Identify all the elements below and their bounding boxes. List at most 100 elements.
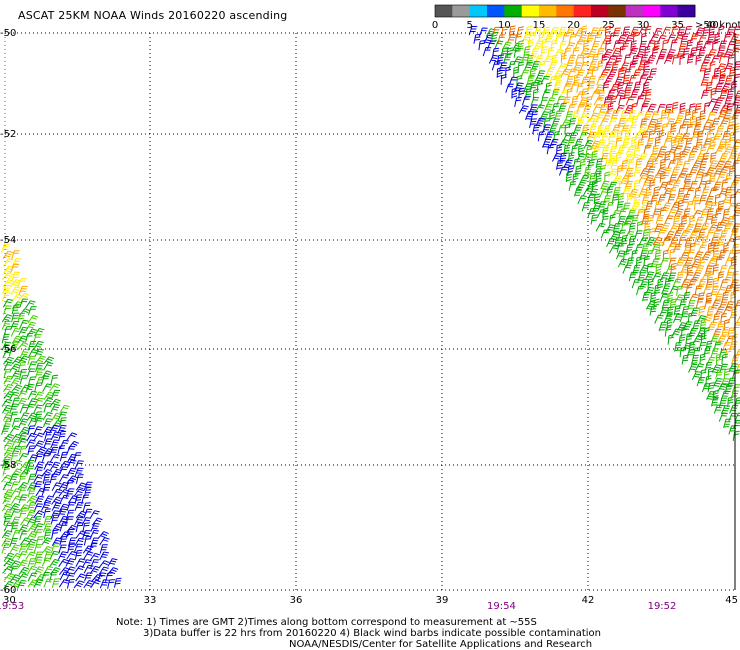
wind-barb — [724, 383, 733, 394]
wind-barb — [611, 47, 622, 57]
wind-barb — [729, 66, 736, 78]
wind-barb — [75, 510, 87, 519]
wind-barb — [724, 285, 734, 295]
wind-barb — [19, 319, 29, 329]
wind-barb — [695, 40, 704, 51]
wind-barb — [1, 333, 10, 344]
wind-barb — [599, 40, 609, 50]
wind-barb — [664, 150, 671, 162]
wind-barb — [637, 61, 647, 71]
wind-barb — [604, 171, 611, 183]
wind-barb — [646, 137, 654, 148]
wind-barb — [644, 45, 651, 57]
wind-barb — [617, 118, 626, 128]
wind-barb — [58, 544, 67, 554]
wind-barb — [710, 104, 721, 114]
wind-barb — [670, 136, 677, 148]
wind-barb — [638, 40, 647, 51]
wind-barb — [677, 26, 686, 37]
wind-barb — [576, 153, 586, 163]
wind-barb — [710, 237, 719, 247]
wind-barb — [679, 298, 688, 309]
wind-barb — [572, 172, 579, 184]
wind-barb — [652, 208, 661, 218]
wind-barb — [609, 145, 618, 156]
wind-barb — [74, 501, 84, 511]
wind-barb — [724, 301, 735, 311]
wind-barb — [3, 447, 14, 457]
wind-barb — [693, 223, 702, 233]
wind-barb — [608, 181, 617, 191]
wind-barb — [43, 438, 53, 448]
legend-swatch — [660, 5, 679, 17]
wind-barb — [57, 508, 68, 518]
wind-barb — [714, 160, 725, 170]
wind-barb — [42, 426, 53, 435]
wind-barb — [41, 375, 50, 386]
wind-barb — [567, 165, 574, 176]
wind-barb — [701, 383, 711, 393]
wind-barb — [701, 152, 710, 163]
legend-swatch — [452, 5, 471, 17]
wind-barb — [683, 291, 691, 302]
wind-barb — [660, 158, 667, 170]
wind-barb — [668, 257, 677, 268]
wind-barb — [488, 54, 499, 64]
wind-barb — [679, 168, 689, 177]
wind-barb — [664, 278, 672, 289]
wind-barb — [616, 242, 625, 253]
wind-barb — [616, 201, 624, 212]
wind-barb — [706, 356, 716, 366]
wind-barb — [723, 146, 733, 156]
wind-barb — [622, 264, 632, 274]
wind-barb — [529, 118, 537, 129]
wind-barb — [659, 272, 670, 282]
wind-barb — [497, 34, 506, 44]
wind-barb — [73, 488, 85, 497]
wind-barb — [603, 48, 614, 58]
wind-barb — [18, 285, 28, 295]
wind-barb — [648, 179, 656, 190]
wind-barb — [672, 313, 683, 323]
wind-barb — [611, 61, 619, 72]
wind-barb — [3, 552, 15, 562]
wind-barb — [654, 136, 661, 148]
wind-barb — [19, 445, 27, 456]
wind-barb — [686, 39, 694, 50]
wind-barb — [27, 473, 36, 484]
pass-time-label: 19:54 — [487, 601, 516, 612]
wind-barb — [710, 214, 719, 225]
wind-barb — [17, 312, 26, 323]
wind-barb — [27, 523, 39, 532]
wind-barb — [584, 166, 592, 177]
wind-barb — [631, 279, 641, 289]
wind-barb — [654, 122, 661, 134]
wind-barb — [663, 187, 673, 197]
wind-barb — [645, 200, 654, 211]
pass-time-label: 19:52 — [648, 601, 677, 612]
wind-barb — [541, 124, 551, 134]
wind-barb — [604, 75, 614, 85]
wind-barb — [679, 346, 687, 358]
wind-barb — [669, 222, 680, 232]
wind-barb — [581, 88, 589, 99]
wind-barb — [639, 264, 650, 274]
wind-barb — [670, 201, 681, 211]
wind-barb — [67, 453, 77, 463]
wind-barb — [530, 96, 540, 106]
wind-barb — [649, 68, 657, 79]
wind-barb — [688, 151, 696, 162]
wind-barb — [521, 34, 531, 44]
wind-barb — [591, 53, 600, 64]
wind-barb — [3, 265, 15, 274]
wind-barb — [50, 439, 60, 449]
wind-barb — [34, 382, 42, 393]
wind-barb — [707, 257, 718, 267]
wind-barb — [710, 286, 719, 296]
wind-barb — [562, 96, 571, 106]
wind-barb — [679, 252, 690, 262]
wind-barb — [633, 144, 641, 155]
wind-barb — [9, 403, 19, 413]
wind-barb — [10, 327, 21, 337]
wind-barb — [688, 278, 697, 288]
